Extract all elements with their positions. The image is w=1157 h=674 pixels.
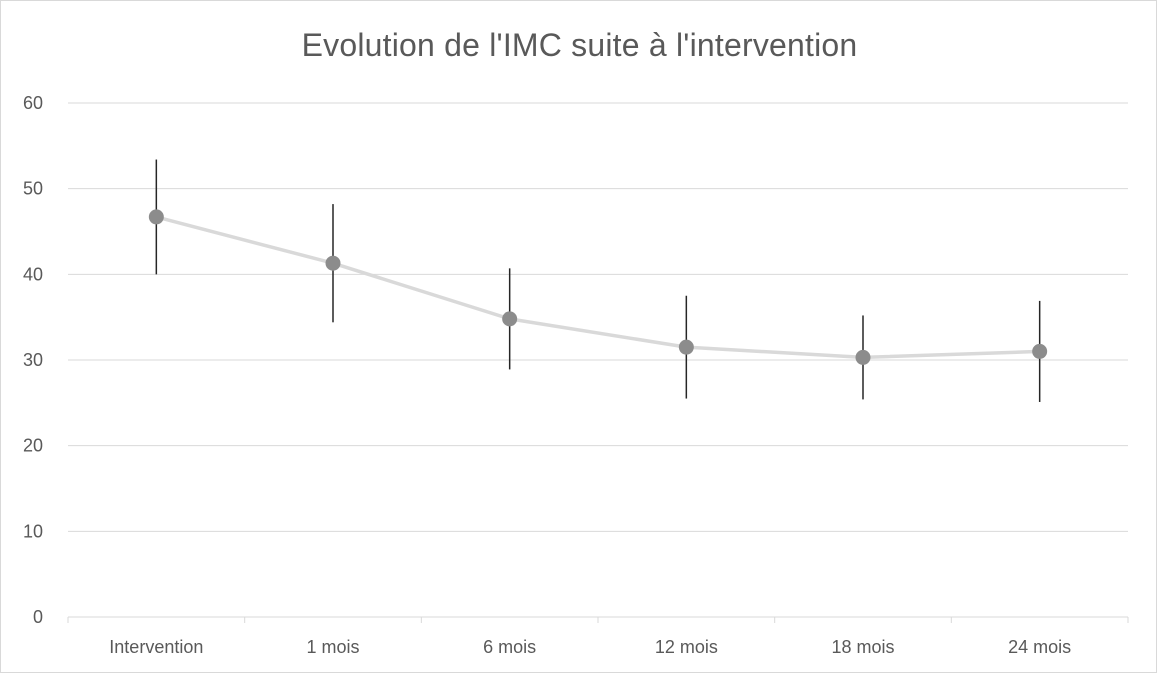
x-tick-label-3: 12 mois	[655, 637, 718, 657]
x-tick-label-4: 18 mois	[831, 637, 894, 657]
data-point-4	[855, 349, 871, 365]
y-tick-label-60: 60	[23, 93, 43, 113]
data-point-3	[678, 339, 694, 355]
y-tick-label-50: 50	[23, 179, 43, 199]
data-point-2	[502, 311, 518, 327]
chart-title: Evolution de l'IMC suite à l'interventio…	[301, 27, 858, 63]
data-point-0	[148, 209, 164, 225]
data-point-5	[1032, 343, 1048, 359]
y-tick-label-10: 10	[23, 521, 43, 541]
x-tick-label-2: 6 mois	[483, 637, 536, 657]
y-tick-label-40: 40	[23, 264, 43, 284]
x-tick-label-0: Intervention	[109, 637, 203, 657]
series-line-0	[154, 215, 1042, 360]
y-tick-label-20: 20	[23, 436, 43, 456]
data-point-1	[325, 255, 341, 271]
x-tick-label-5: 24 mois	[1008, 637, 1071, 657]
y-tick-label-0: 0	[33, 607, 43, 627]
y-tick-label-30: 30	[23, 350, 43, 370]
x-tick-label-1: 1 mois	[306, 637, 359, 657]
